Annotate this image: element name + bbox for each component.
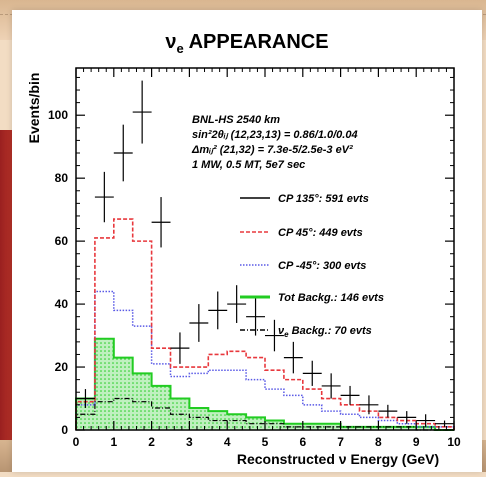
series-cp-minus45-line — [75, 290, 455, 430]
x-tick-label: 5 — [262, 435, 269, 449]
chart-svg: νe APPEARANCE Events/bin Reconstructed ν… — [26, 31, 461, 467]
y-tick-label: 40 — [55, 297, 69, 311]
series-tot-backg-fill — [76, 338, 454, 430]
annotation-line: Δmᵢⱼ² (21,32) = 7.3e-5/2.5e-3 eV² — [191, 144, 353, 156]
y-axis-label: Events/bin — [26, 73, 42, 144]
y-tick-label: 0 — [61, 423, 68, 437]
x-axis-label: Reconstructed ν Energy (GeV) — [237, 451, 439, 467]
legend-entry: CP 45°: 449 evts — [240, 227, 363, 239]
series-cp135-point — [340, 385, 360, 405]
series-cp135-point — [378, 404, 398, 418]
chart-title-rest: APPEARANCE — [184, 31, 329, 53]
x-tick-label: 6 — [299, 435, 306, 449]
series-cp135-point — [113, 124, 133, 182]
series-cp135-point — [321, 373, 341, 399]
chart-card: νe APPEARANCE Events/bin Reconstructed ν… — [12, 10, 482, 472]
x-tick-label: 7 — [337, 435, 344, 449]
series-cp135-point — [283, 341, 303, 374]
series-tot-backg-line — [75, 337, 454, 431]
legend-label-main: ν — [278, 325, 285, 337]
series-cp135-point — [397, 411, 417, 424]
series-nue-backg-line — [75, 397, 454, 431]
series-cp135-point — [359, 395, 379, 415]
annotation-line: 1 MW, 0.5 MT, 5e7 sec — [192, 159, 305, 171]
legend-label: CP -45°: 300 evts — [278, 260, 366, 272]
series-cp135-point — [265, 319, 284, 352]
legend-entry: Tot Backg.: 146 evts — [240, 292, 384, 304]
series-cp135-point — [94, 171, 114, 223]
annotation-line: sin²2θᵢⱼ (12,23,13) = 0.86/1.0/0.04 — [192, 129, 358, 141]
x-tick-label: 9 — [413, 435, 420, 449]
legend-entry: νe Backg.: 70 evts — [240, 325, 372, 339]
x-tick-label: 1 — [110, 435, 117, 449]
series-cp135-point — [227, 285, 247, 323]
legend-label: νe Backg.: 70 evts — [278, 325, 372, 339]
series-cp135-point — [246, 297, 265, 336]
legend-label-subscript: e — [284, 330, 289, 339]
series-cp135-point — [132, 80, 152, 144]
x-tick-label: 3 — [186, 435, 193, 449]
y-tick-label: 80 — [55, 171, 69, 185]
x-tick-label: 4 — [224, 435, 231, 449]
legend-label: CP 135°: 591 evts — [278, 193, 369, 205]
series-cp135-point — [151, 197, 171, 248]
series-cp135-point — [435, 420, 454, 427]
series-cp135-point — [76, 389, 95, 408]
legend-label: CP 45°: 449 evts — [278, 227, 363, 239]
legend-label: Tot Backg.: 146 evts — [278, 292, 384, 304]
series-cp135-point — [302, 360, 322, 386]
x-tick-label: 10 — [447, 435, 461, 449]
series-cp135-point — [170, 332, 190, 364]
y-tick-label: 20 — [55, 360, 69, 374]
series-cp135-point — [416, 414, 436, 427]
x-tick-label: 8 — [375, 435, 382, 449]
x-tick-label: 0 — [73, 435, 80, 449]
legend-label-rest: Backg.: 70 evts — [289, 325, 372, 337]
legend: CP 135°: 591 evts CP 45°: 449 evts CP -45°… — [240, 193, 384, 339]
chart-title: νe APPEARANCE — [165, 31, 328, 56]
annotation-line: BNL-HS 2540 km — [192, 114, 280, 126]
x-tick-label: 2 — [148, 435, 155, 449]
legend-entry: CP -45°: 300 evts — [240, 260, 366, 272]
series-cp135-point — [208, 291, 228, 330]
y-tick-label: 60 — [55, 234, 69, 248]
legend-entry: CP 135°: 591 evts — [240, 193, 369, 205]
annotation-block: BNL-HS 2540 km sin²2θᵢⱼ (12,23,13) = 0.86… — [191, 114, 358, 171]
y-tick-label: 100 — [48, 108, 68, 122]
series-cp135-point — [189, 304, 209, 342]
chart-title-subscript: e — [177, 41, 184, 56]
series-cp45-line — [75, 218, 455, 430]
